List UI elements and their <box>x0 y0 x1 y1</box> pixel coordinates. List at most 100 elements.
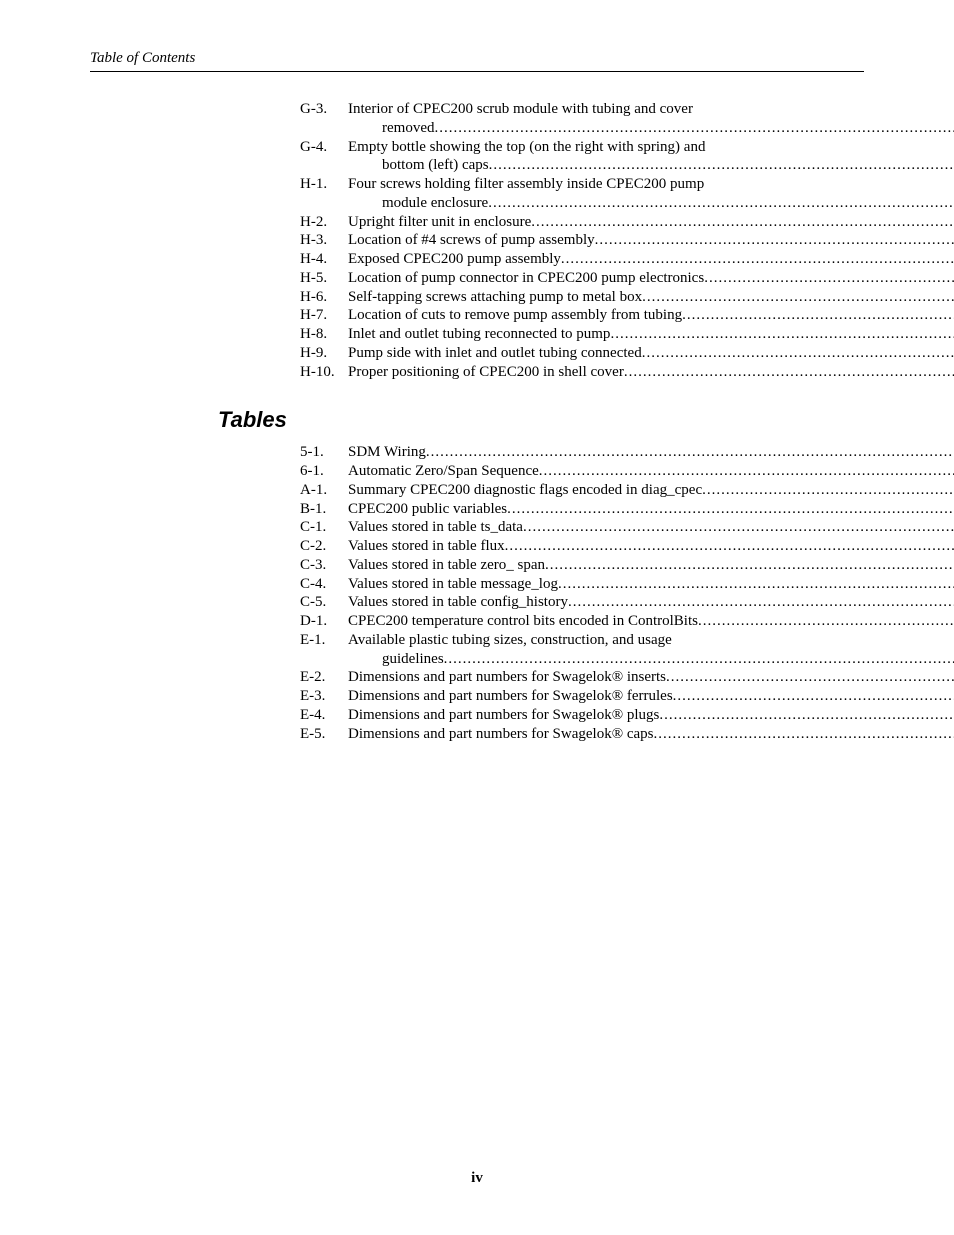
toc-number: E-1. <box>300 631 348 650</box>
toc-entry: A-1.Summary CPEC200 diagnostic flags enc… <box>300 481 830 500</box>
toc-entry: C-2.Values stored in table fluxC-3 <box>300 537 830 556</box>
toc-leader-dots <box>434 119 954 138</box>
toc-leader-dots <box>659 706 954 725</box>
toc-entry: H-5.Location of pump connector in CPEC20… <box>300 269 830 288</box>
toc-number: H-4. <box>300 250 348 269</box>
toc-text: Self-tapping screws attaching pump to me… <box>348 288 642 307</box>
toc-continuation: guidelines <box>382 650 444 669</box>
toc-leader-dots <box>507 500 954 519</box>
toc-leader-dots <box>682 306 954 325</box>
toc-number: 6-1. <box>300 462 348 481</box>
toc-number: C-4. <box>300 575 348 594</box>
page-header: Table of Contents <box>90 50 864 72</box>
toc-text: SDM Wiring <box>348 443 426 462</box>
toc-number: G-3. <box>300 100 348 119</box>
toc-text: Dimensions and part numbers for Swagelok… <box>348 668 666 687</box>
toc-entry: E-4.Dimensions and part numbers for Swag… <box>300 706 830 725</box>
toc-text: Values stored in table ts_data <box>348 518 523 537</box>
toc-text: Dimensions and part numbers for Swagelok… <box>348 687 673 706</box>
toc-text: Empty bottle showing the top (on the rig… <box>348 138 705 157</box>
toc-entry: C-1.Values stored in table ts_dataC-1 <box>300 518 830 537</box>
figures-list: G-3.Interior of CPEC200 scrub module wit… <box>300 100 830 381</box>
toc-leader-dots <box>702 481 954 500</box>
toc-number: E-5. <box>300 725 348 744</box>
toc-entry: H-3.Location of #4 screws of pump assemb… <box>300 231 830 250</box>
toc-number: H-7. <box>300 306 348 325</box>
toc-number: H-2. <box>300 213 348 232</box>
toc-leader-dots <box>568 593 954 612</box>
toc-number: C-2. <box>300 537 348 556</box>
toc-text: CPEC200 public variables <box>348 500 507 519</box>
toc-leader-dots <box>673 687 954 706</box>
toc-text: Location of cuts to remove pump assembly… <box>348 306 682 325</box>
toc-entry: H-2.Upright filter unit in enclosureH-2 <box>300 213 830 232</box>
toc-text: Summary CPEC200 diagnostic flags encoded… <box>348 481 702 500</box>
toc-number: E-3. <box>300 687 348 706</box>
toc-leader-dots <box>698 612 954 631</box>
toc-text: Values stored in table message_log <box>348 575 558 594</box>
toc-text: Interior of CPEC200 scrub module with tu… <box>348 100 693 119</box>
toc-number: C-1. <box>300 518 348 537</box>
toc-entry: C-5.Values stored in table config_histor… <box>300 593 830 612</box>
toc-leader-dots <box>558 575 954 594</box>
toc-number: G-4. <box>300 138 348 157</box>
toc-entry: C-4.Values stored in table message_logC-… <box>300 575 830 594</box>
toc-text: Automatic Zero/Span Sequence <box>348 462 539 481</box>
toc-entry: H-8.Inlet and outlet tubing reconnected … <box>300 325 830 344</box>
toc-entry: D-1.CPEC200 temperature control bits enc… <box>300 612 830 631</box>
toc-entry: H-9.Pump side with inlet and outlet tubi… <box>300 344 830 363</box>
toc-text: Values stored in table config_history <box>348 593 568 612</box>
tables-list: 5-1.SDM Wiring256-1.Automatic Zero/Span … <box>300 443 830 743</box>
toc-leader-dots <box>545 556 954 575</box>
toc-leader-dots <box>426 443 954 462</box>
toc-text: Four screws holding filter assembly insi… <box>348 175 704 194</box>
toc-continuation: module enclosure <box>382 194 488 213</box>
toc-leader-dots <box>666 668 954 687</box>
toc-entry: E-2.Dimensions and part numbers for Swag… <box>300 668 830 687</box>
toc-text: Available plastic tubing sizes, construc… <box>348 631 672 650</box>
toc-entry: G-3.Interior of CPEC200 scrub module wit… <box>300 100 830 138</box>
toc-leader-dots <box>610 325 954 344</box>
toc-entry: H-10.Proper positioning of CPEC200 in sh… <box>300 363 830 382</box>
toc-leader-dots <box>704 269 954 288</box>
toc-text: Inlet and outlet tubing reconnected to p… <box>348 325 610 344</box>
toc-text: Values stored in table flux <box>348 537 505 556</box>
toc-number: H-5. <box>300 269 348 288</box>
toc-number: H-3. <box>300 231 348 250</box>
toc-text: Dimensions and part numbers for Swagelok… <box>348 706 659 725</box>
toc-number: C-3. <box>300 556 348 575</box>
toc-entry: H-6.Self-tapping screws attaching pump t… <box>300 288 830 307</box>
toc-entry: H-1.Four screws holding filter assembly … <box>300 175 830 213</box>
toc-leader-dots <box>523 518 954 537</box>
toc-leader-dots <box>489 156 954 175</box>
toc-entry: H-4.Exposed CPEC200 pump assemblyH-3 <box>300 250 830 269</box>
toc-text: Proper positioning of CPEC200 in shell c… <box>348 363 624 382</box>
toc-leader-dots <box>488 194 954 213</box>
toc-number: E-4. <box>300 706 348 725</box>
toc-number: B-1. <box>300 500 348 519</box>
toc-number: H-8. <box>300 325 348 344</box>
toc-leader-dots <box>654 725 954 744</box>
toc-entry: 6-1.Automatic Zero/Span Sequence35 <box>300 462 830 481</box>
toc-text: Values stored in table zero_ span <box>348 556 545 575</box>
toc-entry: C-3.Values stored in table zero_ spanC-6 <box>300 556 830 575</box>
toc-entry: E-1.Available plastic tubing sizes, cons… <box>300 631 830 669</box>
toc-leader-dots <box>539 462 954 481</box>
toc-continuation: removed <box>382 119 434 138</box>
toc-number: 5-1. <box>300 443 348 462</box>
toc-number: H-10. <box>300 363 348 382</box>
toc-entry: 5-1.SDM Wiring25 <box>300 443 830 462</box>
toc-leader-dots <box>444 650 954 669</box>
toc-leader-dots <box>595 231 954 250</box>
toc-text: Pump side with inlet and outlet tubing c… <box>348 344 642 363</box>
toc-entry: G-4.Empty bottle showing the top (on the… <box>300 138 830 176</box>
toc-continuation: bottom (left) caps <box>382 156 489 175</box>
toc-entry: E-5.Dimensions and part numbers for Swag… <box>300 725 830 744</box>
toc-leader-dots <box>624 363 954 382</box>
toc-leader-dots <box>531 213 954 232</box>
toc-leader-dots <box>642 344 954 363</box>
toc-text: Exposed CPEC200 pump assembly <box>348 250 561 269</box>
toc-number: H-1. <box>300 175 348 194</box>
toc-leader-dots <box>561 250 954 269</box>
toc-number: C-5. <box>300 593 348 612</box>
